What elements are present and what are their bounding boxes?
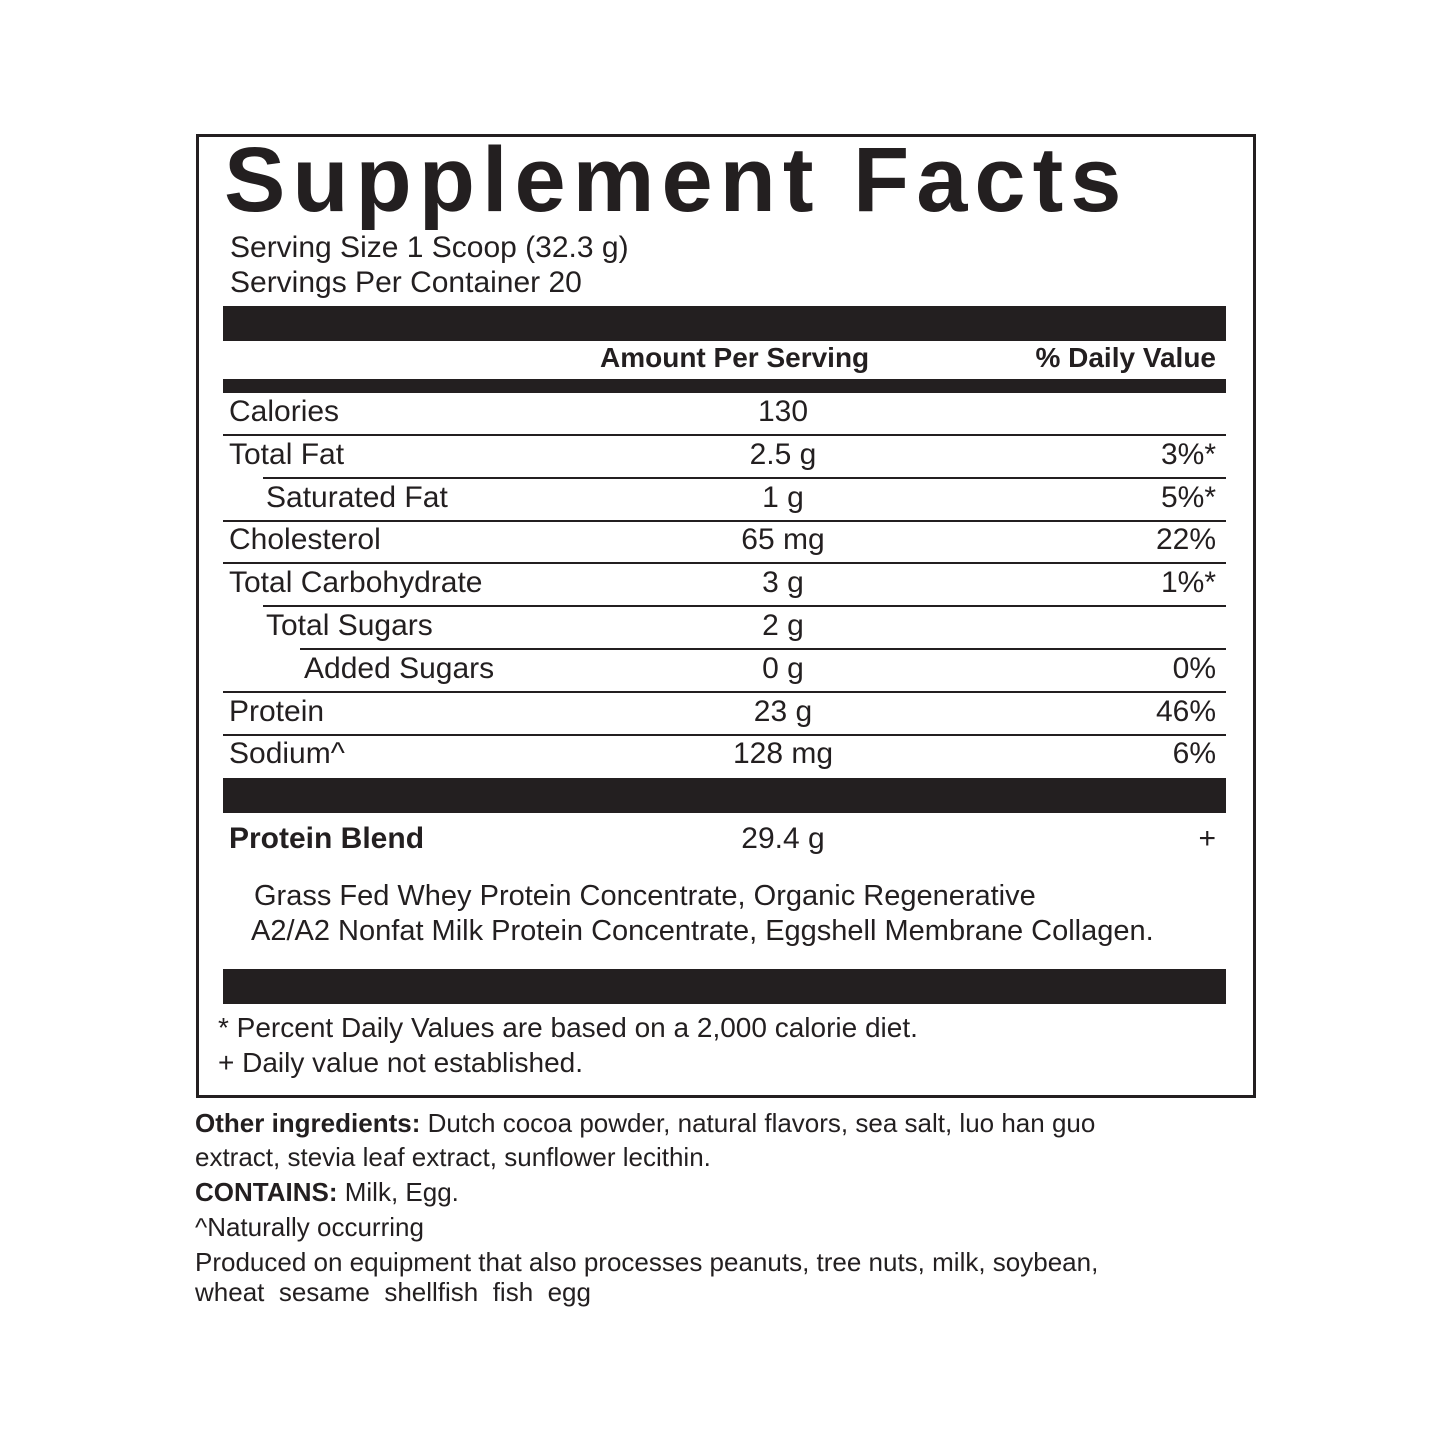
nutrient-amount: 128 mg: [732, 737, 834, 771]
nutrient-row: Calories 130: [223, 393, 1226, 436]
nutrient-daily-value: 6%: [1172, 737, 1216, 771]
nutrient-daily-value: 0%: [1172, 651, 1216, 685]
medium-divider: [223, 379, 1226, 393]
contains-label: CONTAINS:: [195, 1177, 338, 1207]
footnote-daily-values: * Percent Daily Values are based on a 2,…: [218, 1012, 918, 1043]
nutrient-name: Total Fat: [229, 437, 345, 471]
other-ingredients-line1: Other ingredients: Dutch cocoa powder, n…: [195, 1108, 1095, 1139]
other-ingredients-line2: extract, stevia leaf extract, sunflower …: [195, 1142, 711, 1172]
nutrient-name: Cholesterol: [229, 523, 381, 557]
nutrient-amount: 3 g: [762, 566, 804, 600]
facts-panel-border: [196, 134, 1256, 1098]
contains-text: Milk, Egg.: [337, 1177, 459, 1207]
row-divider: [263, 476, 1226, 479]
nutrient-daily-value: 3%*: [1160, 437, 1216, 471]
nutrient-daily-value: 1%*: [1160, 566, 1216, 600]
row-divider: [223, 690, 1226, 693]
row-divider: [263, 605, 1226, 608]
nutrient-row: Saturated Fat 1 g 5%*: [223, 479, 1226, 522]
nutrient-row: Total Fat 2.5 g 3%*: [223, 436, 1226, 479]
nutrient-daily-value: 46%: [1155, 694, 1216, 728]
naturally-occurring-note: ^Naturally occurring: [195, 1212, 424, 1242]
footnote-not-established: + Daily value not established.: [218, 1047, 583, 1078]
nutrient-amount: 130: [757, 395, 809, 428]
contains-line: CONTAINS: Milk, Egg.: [195, 1177, 459, 1208]
allergen-line1: Produced on equipment that also processe…: [195, 1247, 1099, 1277]
blend-ingredients-line2: A2/A2 Nonfat Milk Protein Concentrate, E…: [251, 915, 1154, 947]
nutrient-name: Total Carbohydrate: [229, 566, 483, 600]
panel-title: Supplement Facts: [224, 129, 1129, 231]
nutrient-name: Calories: [229, 395, 340, 428]
other-ingredients-text: Dutch cocoa powder, natural flavors, sea…: [420, 1108, 1096, 1138]
amount-header: Amount Per Serving: [600, 342, 870, 373]
servings-per-container: Servings Per Container 20: [230, 266, 582, 299]
nutrient-amount: 2 g: [762, 609, 804, 642]
row-divider: [223, 434, 1226, 436]
row-divider: [223, 562, 1226, 565]
thick-divider: [223, 306, 1226, 341]
nutrient-row: Cholesterol 65 mg 22%: [223, 521, 1226, 565]
daily-value-header: % Daily Value: [1035, 342, 1216, 373]
nutrient-amount: 23 g: [753, 694, 813, 728]
nutrient-name: Total Sugars: [266, 609, 433, 642]
nutrient-row: Protein 23 g 46%: [223, 693, 1226, 736]
nutrient-daily-value: 22%: [1155, 523, 1216, 557]
nutrient-daily-value: 5%*: [1160, 480, 1216, 514]
nutrient-amount: 65 mg: [741, 523, 825, 557]
nutrient-amount: 2.5 g: [749, 437, 817, 471]
nutrient-name: Saturated Fat: [266, 480, 448, 514]
thick-divider: [223, 969, 1226, 1004]
nutrient-row: Total Sugars 2 g: [223, 607, 1226, 650]
nutrient-row: Sodium^ 128 mg 6%: [223, 735, 1226, 778]
serving-size: Serving Size 1 Scoop (32.3 g): [230, 231, 629, 264]
blend-ingredients-line1: Grass Fed Whey Protein Concentrate, Orga…: [254, 880, 1036, 912]
nutrient-name: Added Sugars: [304, 651, 495, 685]
nutrient-name: Protein: [229, 694, 325, 728]
nutrient-row: Added Sugars 0 g 0%: [223, 650, 1226, 693]
blend-name: Protein Blend: [229, 822, 425, 855]
blend-dv: +: [1198, 822, 1216, 855]
blend-amount: 29.4 g: [741, 822, 825, 855]
row-divider: [223, 733, 1226, 736]
row-divider: [300, 648, 1226, 650]
allergen-line2: wheat sesame shellfish fish egg: [195, 1277, 591, 1307]
nutrient-amount: 0 g: [762, 651, 804, 685]
thick-divider: [223, 778, 1226, 813]
nutrient-name: Sodium^: [229, 737, 345, 771]
nutrient-amount: 1 g: [762, 480, 804, 514]
nutrient-row: Total Carbohydrate 3 g 1%*: [223, 564, 1226, 608]
other-ingredients-label: Other ingredients:: [195, 1108, 421, 1138]
row-divider: [223, 519, 1226, 522]
